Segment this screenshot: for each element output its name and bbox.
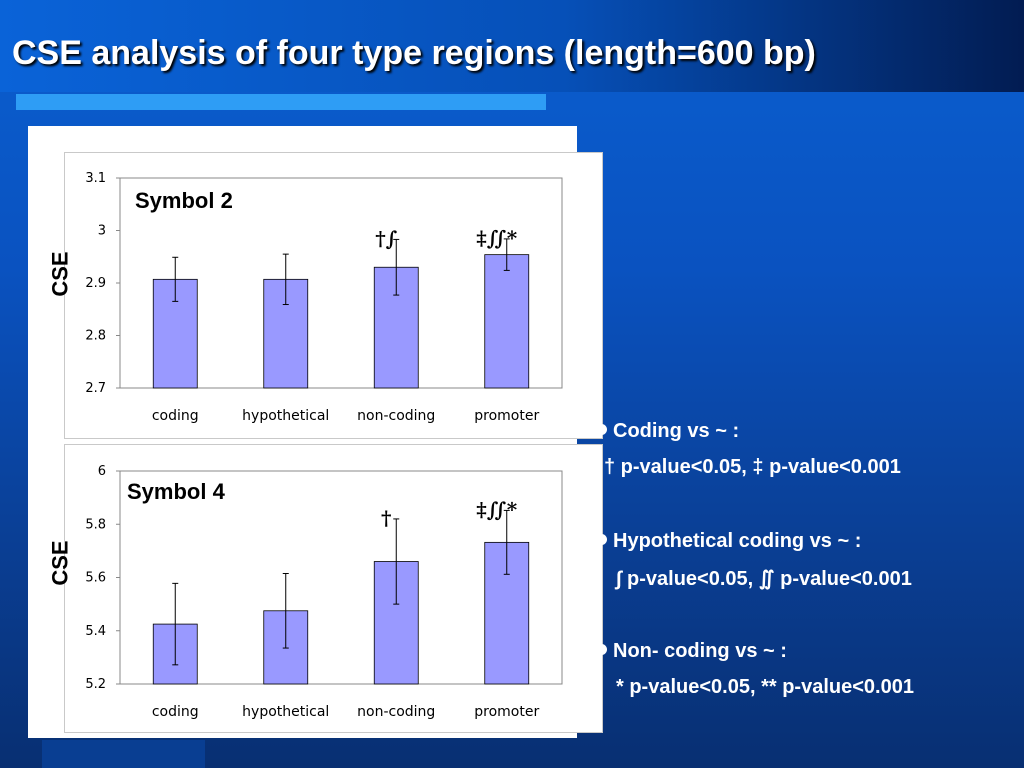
x-category-label: hypothetical <box>242 408 329 424</box>
chart-symbol-4: 5.2 5.4 5.6 5.8 6 coding hypothetical non-codin… <box>64 444 603 733</box>
legend-row: Coding vs ~ : <box>596 420 739 443</box>
y-tick-label: 5.6 <box>85 571 106 586</box>
title-accent-bar <box>16 94 546 110</box>
y-tick-label: 2.9 <box>85 276 106 291</box>
bar <box>152 278 198 389</box>
y-tick-label: 5.2 <box>85 677 106 692</box>
slide-title: CSE analysis of four type regions (lengt… <box>12 34 816 72</box>
x-category-label: coding <box>152 704 199 720</box>
legend-row: Hypothetical coding vs ~ : <box>596 530 861 553</box>
chart-title: Symbol 2 <box>135 188 233 213</box>
legend-detail: * p-value<0.05, ** p-value<0.001 <box>616 676 914 698</box>
bullet-icon <box>596 424 607 435</box>
significance-marker: † <box>381 506 391 530</box>
chart-symbol-2: 2.7 2.8 2.9 3 3.1 coding hypothetical non-codin… <box>64 152 603 439</box>
legend-row: * p-value<0.05, ** p-value<0.001 <box>616 676 914 699</box>
legend-heading: Hypothetical coding vs ~ : <box>613 530 862 552</box>
y-tick-label: 2.7 <box>85 381 106 396</box>
y-tick-label: 6 <box>98 464 106 479</box>
y-tick-label: 3 <box>98 224 106 239</box>
chart-title: Symbol 4 <box>127 479 226 504</box>
y-tick-label: 5.8 <box>85 517 106 532</box>
corner-accent-block <box>42 740 205 768</box>
legend-detail: ∫ p-value<0.05, ∬ p-value<0.001 <box>616 568 912 590</box>
legend-row: Non- coding vs ~ : <box>596 640 787 663</box>
significance-marker: ‡∬* <box>476 226 517 250</box>
legend-heading: Coding vs ~ : <box>613 420 740 442</box>
y-axis-label-symbol-2: CSE <box>47 251 73 297</box>
x-category-label: hypothetical <box>242 704 329 720</box>
y-axis-label-symbol-4: CSE <box>47 540 73 586</box>
bar <box>484 254 530 389</box>
title-band <box>0 0 1024 92</box>
legend-detail: † p-value<0.05, ‡ p-value<0.001 <box>604 456 901 478</box>
x-category-label: coding <box>152 408 199 424</box>
y-tick-label: 2.8 <box>85 329 106 344</box>
bullet-icon <box>596 534 607 545</box>
figure-panel: 2.7 2.8 2.9 3 3.1 coding hypothetical non-codin… <box>28 126 603 738</box>
bullet-icon <box>596 644 607 655</box>
legend-row: ∫ p-value<0.05, ∬ p-value<0.001 <box>616 566 912 591</box>
legend-heading: Non- coding vs ~ : <box>613 640 787 662</box>
significance-marker: †∫ <box>375 226 397 250</box>
x-category-label: non-coding <box>357 704 435 720</box>
x-category-label: promoter <box>474 704 539 720</box>
y-tick-label: 5.4 <box>85 624 106 639</box>
legend-row: † p-value<0.05, ‡ p-value<0.001 <box>604 456 901 479</box>
chart-symbol-4-svg: 5.2 5.4 5.6 5.8 6 coding hypothetical non-codin… <box>85 464 563 720</box>
significance-marker: ‡∬* <box>476 497 517 521</box>
y-tick-label: 3.1 <box>85 171 106 186</box>
chart-symbol-2-svg: 2.7 2.8 2.9 3 3.1 coding hypothetical non-codin… <box>85 171 563 424</box>
x-category-label: promoter <box>474 408 539 424</box>
x-category-label: non-coding <box>357 408 435 424</box>
